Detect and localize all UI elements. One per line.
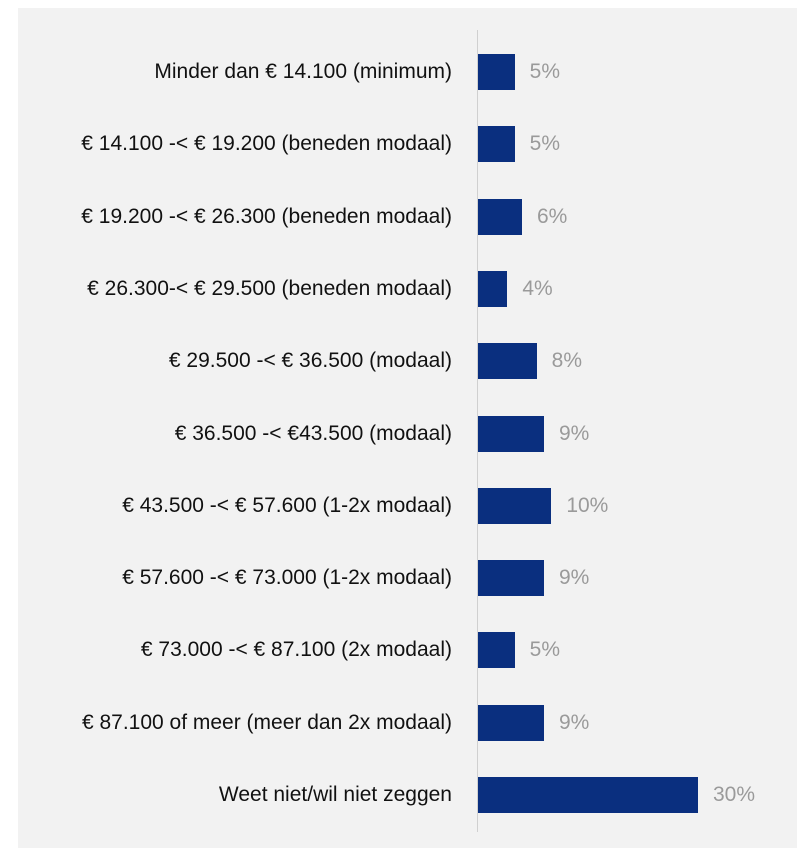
category-label: Minder dan € 14.100 (minimum) (154, 60, 452, 83)
bar (478, 704, 544, 741)
value-label: 30% (713, 783, 756, 806)
bar (478, 343, 537, 380)
category-label: € 26.300-< € 29.500 (beneden modaal) (87, 276, 452, 300)
category-label: € 19.200 -< € 26.300 (beneden modaal) (81, 204, 452, 228)
value-label: 4% (522, 276, 553, 300)
bar (478, 270, 508, 307)
value-label: 9% (559, 566, 590, 590)
bar (478, 198, 522, 235)
value-label: 5% (529, 638, 561, 662)
value-label: 10% (566, 493, 609, 517)
bar (478, 632, 515, 669)
category-label: € 36.500 -< €43.500 (modaal) (174, 421, 452, 445)
category-label: € 43.500 -< € 57.600 (1-2x modaal) (122, 493, 452, 517)
chart-panel (18, 8, 797, 848)
bar (478, 560, 544, 597)
value-label: 5% (529, 60, 561, 83)
category-label: € 29.500 -< € 36.500 (modaal) (168, 349, 452, 373)
bar (478, 777, 698, 813)
category-label: € 87.100 of meer (meer dan 2x modaal) (81, 710, 452, 734)
value-label: 5% (529, 132, 561, 156)
value-label: 9% (559, 710, 590, 734)
bar (478, 126, 515, 163)
value-label: 9% (559, 421, 590, 445)
value-label: 8% (551, 349, 583, 373)
category-label: € 14.100 -< € 19.200 (beneden modaal) (81, 132, 452, 156)
bar (478, 487, 552, 524)
bar (478, 54, 515, 90)
axis-line (477, 30, 478, 832)
category-label: Weet niet/wil niet zeggen (218, 783, 452, 806)
category-label: € 73.000 -< € 87.100 (2x modaal) (140, 638, 452, 662)
category-label: € 57.600 -< € 73.000 (1-2x modaal) (122, 566, 452, 590)
bar (478, 415, 544, 452)
value-label: 6% (537, 204, 568, 228)
